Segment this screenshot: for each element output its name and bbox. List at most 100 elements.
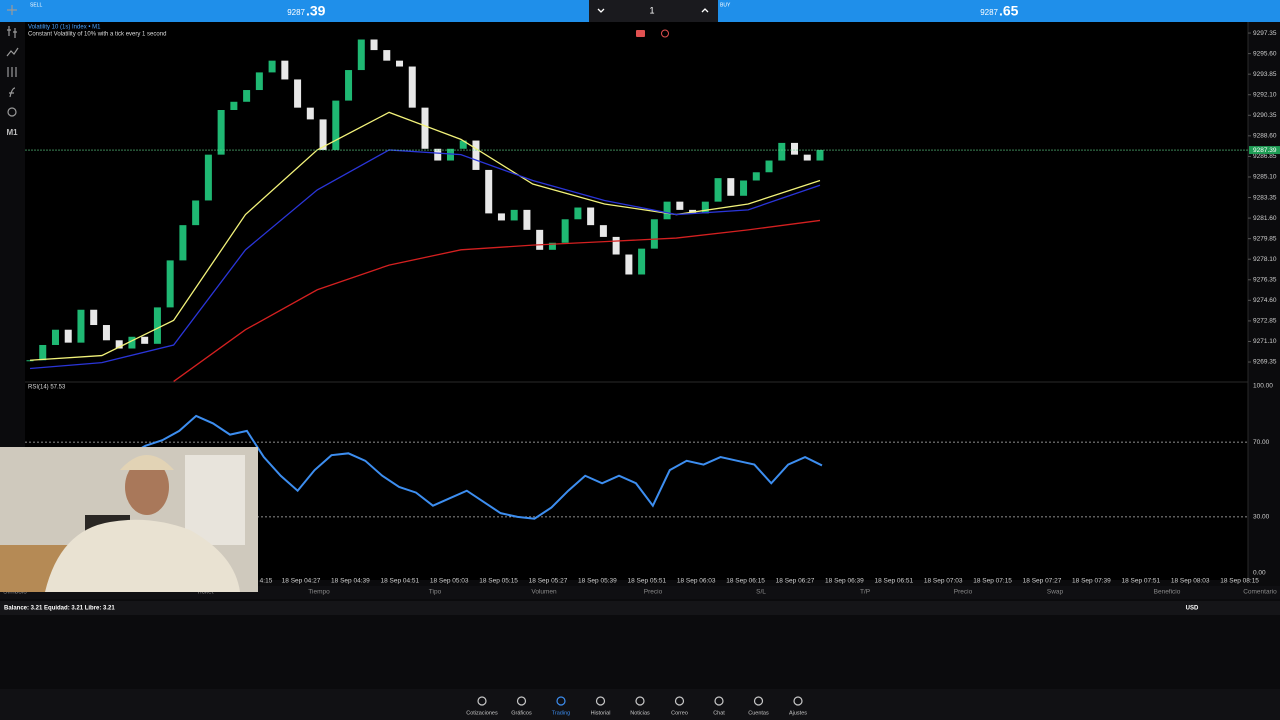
column-header: Ticket [196,589,213,596]
column-header: Símbolo [3,589,27,596]
webcam-shirt [45,519,240,592]
crosshair-tool[interactable] [7,5,17,15]
candle [434,148,442,161]
nav-icon[interactable] [793,696,803,706]
chart-title: Volatility 10 (1s) Index • M1 [28,25,101,31]
nav-icon[interactable] [714,696,724,706]
account-currency: USD [1186,606,1199,612]
candle [599,225,607,237]
candle [77,309,85,343]
nav-label[interactable]: Cotizaciones [466,710,498,716]
time-label: 18 Sep 06:27 [776,578,815,585]
function-tool[interactable] [9,87,16,98]
nav-icon[interactable] [595,696,606,706]
column-header: T/P [860,589,870,596]
indicators-tool[interactable] [7,67,17,77]
rsi-label: RSI(14) 57.53 [28,385,66,391]
chart-marks: 9297.35 9295.60 9293.85 9292.10 9290.35 9288.… [25,30,1280,585]
candle [561,219,569,243]
price-tick-label: 9274.60 [1253,297,1277,304]
webcam-wall [185,455,245,545]
candle [217,110,225,155]
candle [650,219,658,249]
time-label: 18 Sep 04:51 [380,578,419,585]
trade-icon[interactable] [636,30,645,37]
candle [141,336,149,344]
price-tick-label: 9271.10 [1253,338,1277,345]
volume-up[interactable] [701,8,709,13]
time-label: 18 Sep 08:15 [1220,578,1259,585]
timeframe[interactable]: M1 [6,128,18,137]
nav-label[interactable]: Correo [671,710,688,716]
nav-icon[interactable] [635,696,645,706]
candle [638,248,646,275]
nav-icon[interactable] [753,696,764,706]
candle [625,254,633,275]
nav-label[interactable]: Ajustes [789,710,807,716]
candle [676,201,684,210]
candle [90,309,98,326]
candle [485,169,493,214]
candle [740,180,748,196]
chart-type-tool[interactable] [7,26,17,38]
candle [459,140,467,149]
candle [778,142,786,161]
trendline-tool[interactable] [6,47,19,57]
candle [663,201,671,220]
price-tick-label: 9295.60 [1253,50,1277,57]
candle [574,207,582,220]
nav-label[interactable]: Noticias [630,710,650,716]
nav-label[interactable]: Cuentas [748,710,769,716]
price-tick-label: 9293.85 [1253,71,1277,78]
candle [752,172,760,181]
account-summary: Balance: 3.21 Equidad: 3.21 Libre: 3.21 [4,606,115,612]
buy-button[interactable] [718,0,1280,22]
webcam-cap [120,455,174,470]
time-label: 18 Sep 06:15 [726,578,765,585]
column-header: Comentario [1243,589,1277,596]
nav-label[interactable]: Chat [713,710,725,716]
sell-button[interactable] [0,0,589,22]
price-tick-label: 9279.85 [1253,235,1277,242]
time-label: 18 Sep 06:51 [874,578,913,585]
time-label: 18 Sep 06:39 [825,578,864,585]
nav-icon[interactable] [516,696,527,706]
nav-icon[interactable] [674,696,685,706]
current-price-label: 9287.39 [1253,147,1277,154]
candle [26,360,34,362]
objects-tool[interactable] [7,107,17,117]
candle [64,329,72,343]
price-tick-label: 9272.85 [1253,318,1277,325]
candle [791,142,799,155]
price-tick-label: 9290.35 [1253,112,1277,119]
moving-average [173,219,821,382]
column-header: Swap [1047,589,1064,596]
nav-label[interactable]: Trading [552,710,570,716]
rsi-tick-label: 0.00 [1253,570,1266,577]
nav-label[interactable]: Historial [591,710,611,716]
webcam-face [125,459,169,515]
column-header: S/L [756,589,766,596]
clock-icon[interactable] [661,29,669,38]
sell-price-frac: .39 [306,3,326,19]
candle [306,107,314,120]
time-label: 4:15 [260,578,273,585]
volume-down[interactable] [597,8,605,13]
candle [319,119,327,150]
nav-icon[interactable] [477,696,487,706]
volume-selector[interactable] [589,0,718,22]
table-header [0,586,1280,599]
candle [51,329,59,345]
price-tick-label: 9278.10 [1253,256,1277,263]
candle [803,154,811,161]
candle [153,307,161,344]
candle [255,72,263,91]
rsi-line [26,414,823,520]
nav-label[interactable]: Gráficos [511,710,532,716]
candle [128,336,136,349]
candle [408,66,416,108]
candle [192,200,200,226]
nav-icon[interactable] [556,696,566,706]
time-label: 18 Sep 05:03 [430,578,469,585]
candle [548,242,556,250]
